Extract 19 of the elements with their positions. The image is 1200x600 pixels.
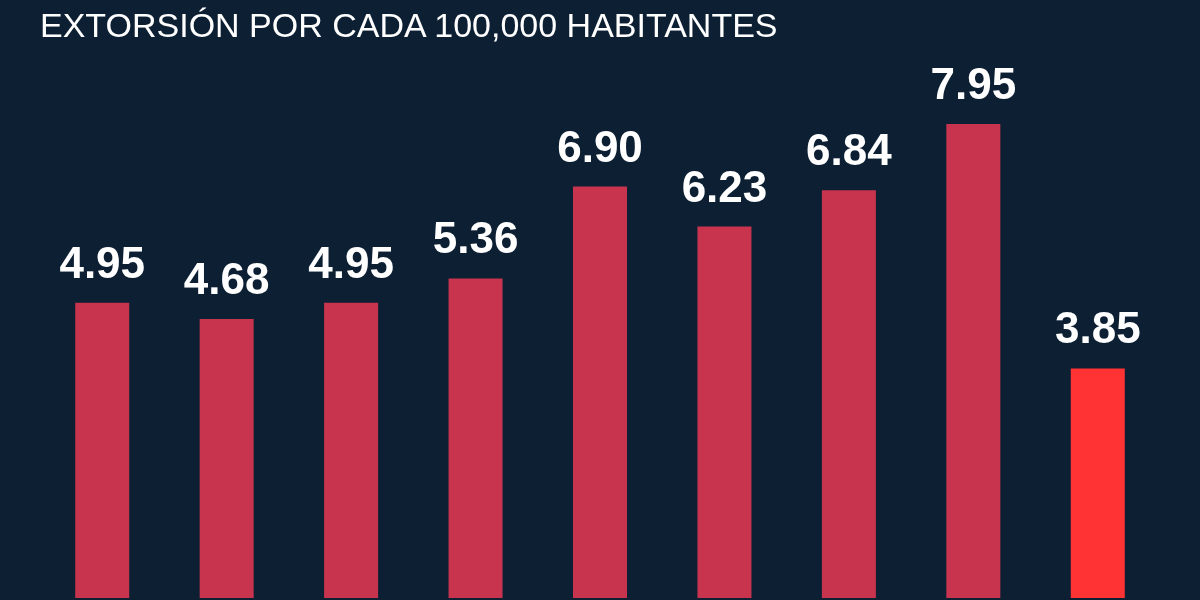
bar (448, 278, 503, 598)
bar (946, 124, 1001, 598)
bar (75, 302, 130, 598)
data-label: 5.36 (432, 213, 519, 263)
data-label: 4.95 (308, 237, 394, 287)
data-label: 6.90 (557, 121, 643, 171)
data-label: 6.84 (806, 125, 893, 175)
bar (697, 226, 752, 598)
bar (1070, 368, 1125, 598)
data-label: 4.68 (183, 253, 270, 303)
bar (821, 190, 876, 598)
data-label: 6.23 (681, 161, 768, 211)
data-label: 4.95 (59, 237, 146, 287)
bar (199, 318, 254, 598)
bar (324, 302, 379, 598)
chart-title: EXTORSIÓN POR CADA 100,000 HABITANTES (40, 6, 778, 44)
bar (573, 186, 627, 598)
data-label: 3.85 (1054, 303, 1141, 353)
data-label: 7.95 (930, 59, 1017, 108)
